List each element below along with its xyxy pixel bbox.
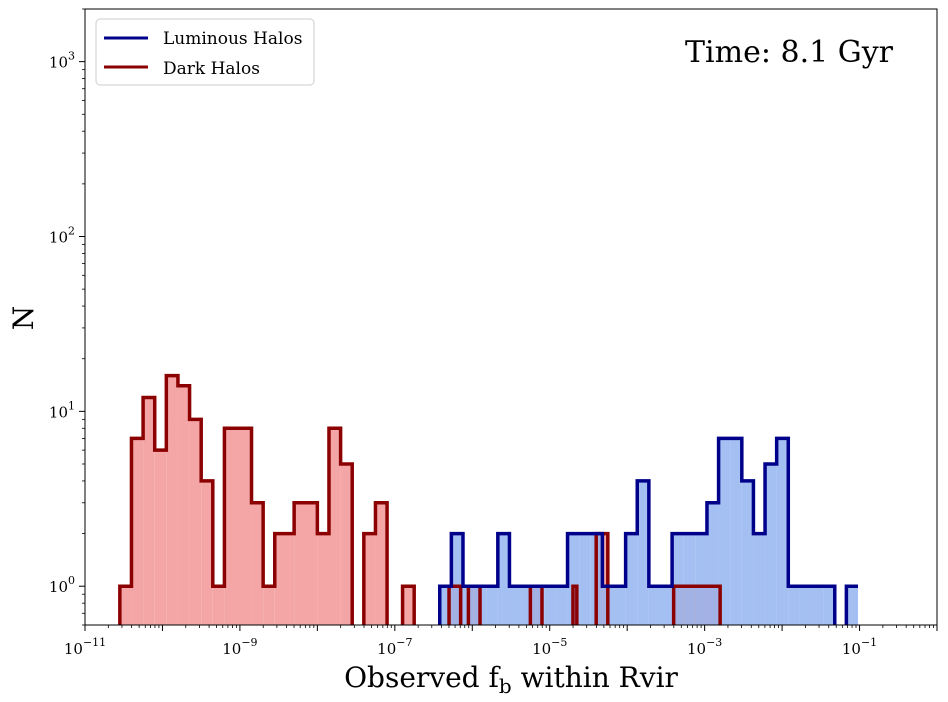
bar-luminous <box>614 586 626 625</box>
bar-luminous <box>718 438 731 625</box>
bar-dark <box>119 586 132 625</box>
y-tick-label: 102 <box>49 224 75 246</box>
x-tick-label: 10−11 <box>64 636 106 658</box>
bar-dark <box>363 533 376 625</box>
bar-dark <box>189 419 202 625</box>
axes-frame <box>84 8 938 626</box>
y-tick-label: 100 <box>49 574 75 596</box>
y-axis-label: N <box>7 306 40 331</box>
outline-luminous <box>437 436 858 625</box>
bar-luminous <box>776 438 789 625</box>
x-axis-label: Observed fb within Rvir <box>344 661 678 698</box>
bar-dark <box>375 502 388 625</box>
bar-luminous <box>439 586 452 625</box>
time-annotation: Time: 8.1 Gyr <box>685 35 894 70</box>
outline-dark <box>118 373 722 625</box>
bar-luminous <box>799 586 812 625</box>
bar-dark <box>317 533 329 625</box>
bar-dark <box>143 397 155 625</box>
bar-dark <box>154 450 167 625</box>
legend-label-dark: Dark Halos <box>163 59 260 79</box>
bar-luminous <box>567 533 580 625</box>
bar-dark <box>224 428 252 625</box>
bar-luminous <box>497 533 510 625</box>
bar-luminous <box>509 586 522 625</box>
bar-dark <box>274 533 295 625</box>
bar-luminous <box>579 533 591 625</box>
bar-luminous <box>648 586 661 625</box>
bar-luminous <box>695 533 707 625</box>
bar-luminous <box>811 586 824 625</box>
bar-dark <box>212 586 225 625</box>
bar-luminous <box>555 586 568 625</box>
axis-ticks: 10−11 10−9 10−7 10−5 10−3 10−1 100 101 102 103 <box>49 8 938 658</box>
legend: Luminous Halos Dark Halos <box>95 18 315 86</box>
bar-luminous <box>521 586 533 625</box>
bar-dark <box>251 502 264 625</box>
bar-luminous <box>683 533 696 625</box>
bar-luminous <box>846 586 858 625</box>
bar-luminous <box>451 533 463 625</box>
bar-luminous <box>765 463 777 625</box>
bar-luminous <box>544 586 556 625</box>
x-tick-label: 10−9 <box>222 636 257 658</box>
x-tick-label: 10−7 <box>377 636 412 658</box>
bar-dark <box>166 375 178 625</box>
bar-luminous <box>823 586 835 625</box>
bar-luminous <box>753 533 766 625</box>
bar-luminous <box>788 586 800 625</box>
bar-luminous <box>706 502 719 625</box>
plot-border <box>84 8 938 626</box>
bar-luminous <box>625 533 638 625</box>
bar-dark <box>131 438 144 625</box>
bar-dark <box>328 428 341 625</box>
bar-dark <box>340 463 353 625</box>
bar-dark <box>201 480 213 625</box>
bar-dark <box>402 586 415 625</box>
bar-luminous <box>532 586 545 625</box>
bar-luminous <box>637 480 649 625</box>
y-tick-label: 101 <box>49 399 75 421</box>
bar-luminous <box>730 438 742 625</box>
x-tick-label: 10−5 <box>532 636 567 658</box>
bar-dark <box>294 502 318 625</box>
plot-area <box>118 373 858 625</box>
bar-dark <box>263 586 275 625</box>
bar-luminous <box>672 533 684 625</box>
legend-box <box>95 18 315 86</box>
bar-luminous <box>741 480 754 625</box>
bar-dark <box>177 385 190 625</box>
y-tick-label: 103 <box>49 50 75 72</box>
bar-luminous <box>486 586 498 625</box>
legend-label-luminous: Luminous Halos <box>163 29 302 49</box>
bar-luminous <box>660 586 673 625</box>
x-tick-label: 10−3 <box>687 636 722 658</box>
x-tick-label: 10−1 <box>842 636 877 658</box>
